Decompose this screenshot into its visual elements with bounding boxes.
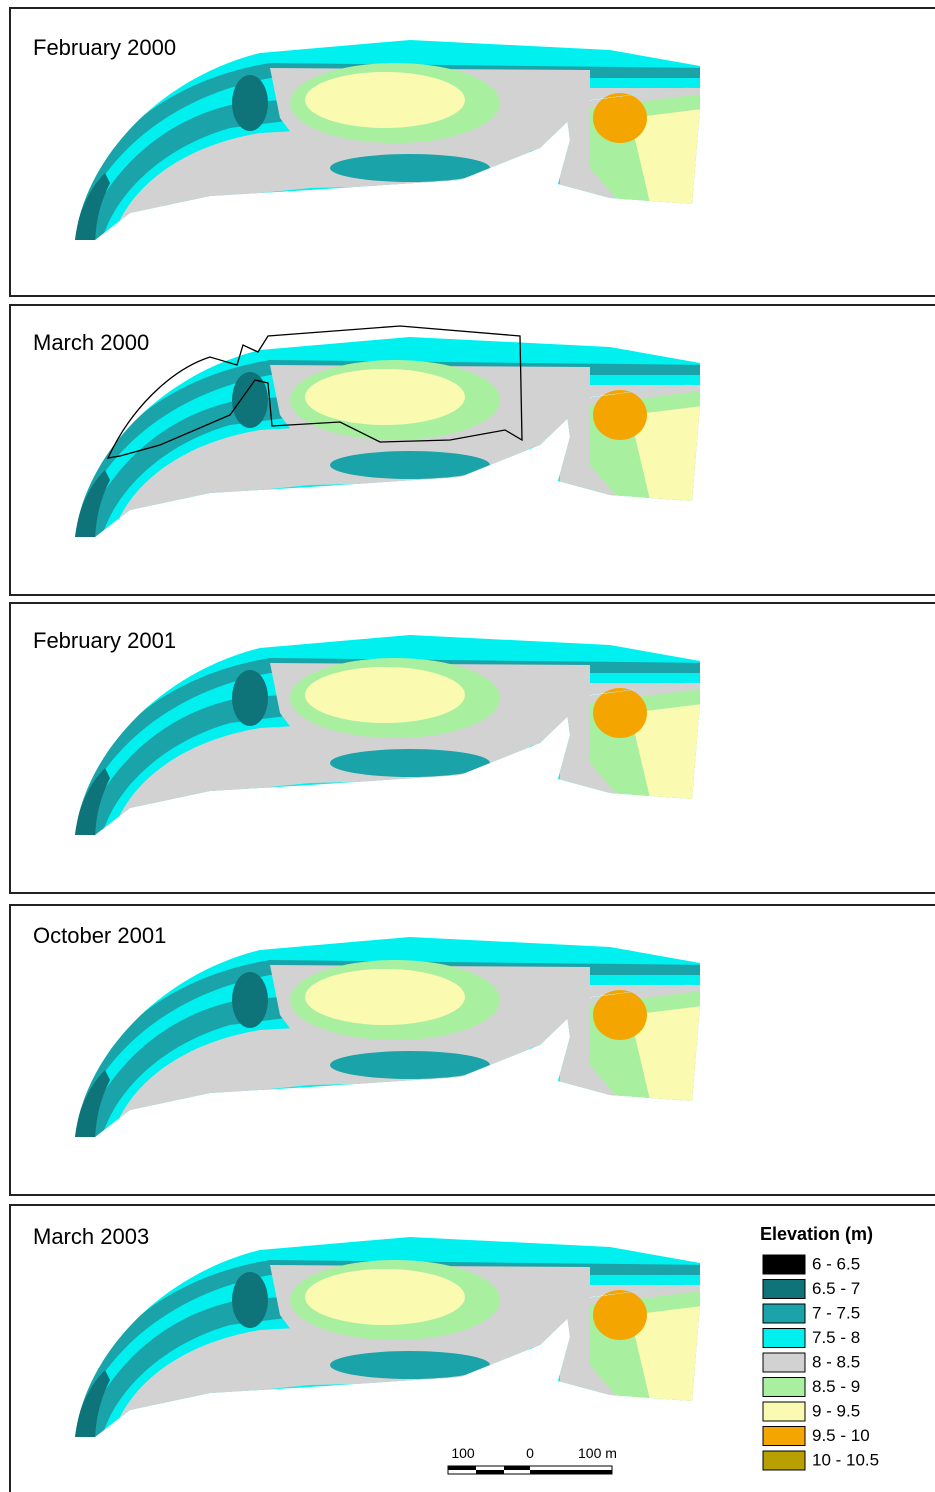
panel-title: February 2001 — [33, 628, 176, 653]
scale-bar: 100 0 100 m — [448, 1445, 617, 1474]
legend-swatch — [763, 1280, 805, 1299]
panel: October 2001 — [10, 905, 935, 1195]
legend-swatch — [763, 1255, 805, 1274]
legend-label: 6.5 - 7 — [812, 1279, 860, 1298]
scale-bar-segment — [476, 1470, 504, 1474]
legend-label: 7.5 - 8 — [812, 1328, 860, 1347]
scale-label: 100 — [451, 1445, 475, 1461]
legend-swatch — [763, 1304, 805, 1323]
legend-swatch — [763, 1378, 805, 1397]
legend-label: 8.5 - 9 — [812, 1377, 860, 1396]
scale-bar-segment — [448, 1466, 476, 1470]
panel-title: February 2000 — [33, 35, 176, 60]
panel: February 2001 — [10, 603, 935, 893]
panel-title: October 2001 — [33, 923, 166, 948]
legend-label: 10 - 10.5 — [812, 1450, 879, 1469]
scale-label: 0 — [526, 1445, 534, 1461]
panel-title: March 2000 — [33, 330, 149, 355]
legend-label: 7 - 7.5 — [812, 1303, 860, 1322]
legend-title: Elevation (m) — [760, 1224, 873, 1244]
panel-title: March 2003 — [33, 1224, 149, 1249]
legend-swatch — [763, 1329, 805, 1348]
panel: February 2000 — [10, 8, 935, 296]
legend-label: 9 - 9.5 — [812, 1401, 860, 1420]
legend-swatch — [763, 1353, 805, 1372]
legend: Elevation (m) 6 - 6.5 6.5 - 7 7 - 7.5 7.5 -… — [760, 1224, 879, 1470]
legend-label: 6 - 6.5 — [812, 1254, 860, 1273]
scale-bar-segment — [504, 1466, 530, 1470]
legend-label: 8 - 8.5 — [812, 1352, 860, 1371]
legend-label: 9.5 - 10 — [812, 1426, 870, 1445]
legend-swatch — [763, 1451, 805, 1470]
legend-swatch — [763, 1402, 805, 1421]
scale-label: 100 m — [578, 1445, 617, 1461]
figure: February 2000 March 2000 February 2001 O… — [0, 0, 935, 1492]
legend-swatch — [763, 1427, 805, 1446]
scale-bar-segment — [530, 1470, 612, 1474]
page: {"panels": [ {"title": "February 2000"},… — [0, 0, 935, 1492]
panel: March 2000 — [10, 305, 935, 595]
